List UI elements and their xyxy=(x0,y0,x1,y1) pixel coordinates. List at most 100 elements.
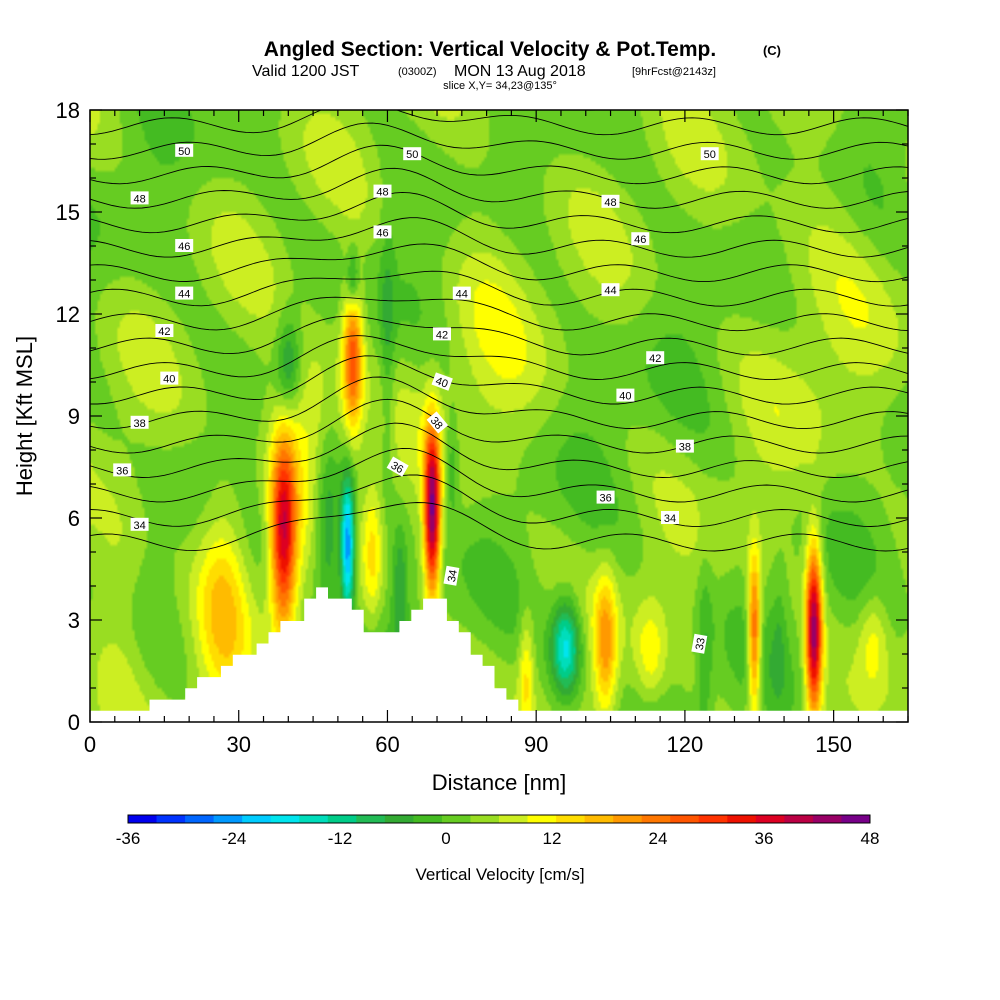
contour-label-box xyxy=(130,517,149,531)
colorbar-frame xyxy=(127,814,871,824)
contour-label-text: 44 xyxy=(456,289,468,301)
potential-temperature-contours xyxy=(90,110,908,552)
contour-label-text: 48 xyxy=(133,193,145,205)
colorbar-swatch xyxy=(812,815,842,823)
contour-label-box xyxy=(431,372,453,391)
isentrope-line xyxy=(90,270,908,307)
x-tick-label: 30 xyxy=(226,732,250,757)
isentrope-line xyxy=(90,217,908,258)
contour-label-text: 36 xyxy=(116,465,128,477)
contour-label-box xyxy=(155,324,174,337)
contour-label: 42 xyxy=(433,327,451,341)
contour-label: 36 xyxy=(113,463,132,477)
slice-info: slice X,Y= 34,23@135° xyxy=(443,80,557,92)
colorbar xyxy=(127,814,871,824)
contour-label-box xyxy=(443,565,460,586)
contour-label-text: 46 xyxy=(376,227,388,239)
isentrope-line xyxy=(90,376,908,430)
contour-label: 40 xyxy=(431,372,453,391)
x-tick-label: 60 xyxy=(375,732,399,757)
contour-label: 42 xyxy=(155,324,174,338)
colorbar-swatch xyxy=(698,815,728,823)
colorbar-swatch xyxy=(242,815,272,823)
colorbar-swatch xyxy=(299,815,329,823)
contour-label-box xyxy=(113,463,132,477)
colorbar-label: Vertical Velocity [cm/s] xyxy=(415,865,584,884)
contour-label: 48 xyxy=(130,191,149,205)
contour-label-text: 50 xyxy=(406,149,418,161)
isentrope-line xyxy=(90,110,908,136)
contour-label: 50 xyxy=(700,147,719,161)
colorbar-swatch xyxy=(755,815,785,823)
y-axis-label: Height [Kft MSL] xyxy=(12,336,37,496)
colorbar-swatch xyxy=(727,815,757,823)
colorbar-tick-label: 12 xyxy=(543,829,562,848)
isentrope-line xyxy=(90,422,908,478)
contour-label-text: 42 xyxy=(649,353,661,365)
contour-label: 36 xyxy=(386,456,409,477)
y-tick-label: 12 xyxy=(56,302,80,327)
contour-label: 33 xyxy=(691,633,708,654)
contour-label-text: 38 xyxy=(679,442,691,454)
contour-label-box xyxy=(675,439,694,453)
contour-label-box xyxy=(700,147,719,161)
contour-label-text: 50 xyxy=(178,146,190,158)
colorbar-tick-label: -12 xyxy=(328,829,353,848)
contour-label: 38 xyxy=(675,439,694,454)
colorbar-swatch xyxy=(128,815,158,823)
colorbar-swatch xyxy=(784,815,814,823)
contour-label-text: 34 xyxy=(133,520,145,532)
colorbar-swatch xyxy=(356,815,386,823)
contour-label: 50 xyxy=(175,143,194,158)
contour-label: 42 xyxy=(646,351,665,365)
contour-label-box xyxy=(661,511,679,524)
colorbar-tick-label: 24 xyxy=(649,829,668,848)
vertical-velocity-field xyxy=(90,110,908,722)
contour-label-text: 48 xyxy=(604,197,616,209)
isentrope-line xyxy=(90,243,908,283)
colorbar-swatch xyxy=(270,815,300,823)
isentrope-line xyxy=(90,315,908,356)
contour-label: 34 xyxy=(661,511,679,525)
isentrope-line xyxy=(90,355,908,405)
colorbar-swatch xyxy=(499,815,529,823)
contour-label: 44 xyxy=(175,286,194,301)
colorbar-swatch xyxy=(841,815,871,823)
colorbar-swatch xyxy=(584,815,614,823)
contour-label-text: 38 xyxy=(133,418,145,430)
contour-label: 44 xyxy=(452,286,471,301)
colorbar-swatch xyxy=(327,815,357,823)
contour-label: 34 xyxy=(130,517,149,532)
isentrope-line xyxy=(90,474,908,527)
contour-label: 48 xyxy=(373,184,392,199)
isentrope-line xyxy=(90,122,908,160)
valid-time-utc: (0300Z) xyxy=(398,66,437,78)
colorbar-tick-label: -36 xyxy=(116,829,141,848)
isentrope-line xyxy=(90,296,908,332)
x-tick-label: 150 xyxy=(815,732,852,757)
contour-label-box xyxy=(130,191,149,205)
y-tick-label: 3 xyxy=(68,608,80,633)
colorbar-tick-label: 36 xyxy=(755,829,774,848)
colorbar-tick-label: 0 xyxy=(441,829,450,848)
isentrope-line xyxy=(90,144,908,185)
chart-title: Angled Section: Vertical Velocity & Pot.… xyxy=(264,38,716,61)
contour-label-box xyxy=(130,415,149,429)
chart-title-unit: (C) xyxy=(763,43,781,58)
contour-label-box xyxy=(403,147,422,161)
contour-label: 36 xyxy=(596,490,615,505)
contour-label: 38 xyxy=(130,415,149,430)
contour-label-box xyxy=(616,388,635,402)
colorbar-swatch xyxy=(641,815,671,823)
contour-label-text: 42 xyxy=(158,326,170,338)
contour-label-box xyxy=(631,232,650,246)
contour-label-box xyxy=(691,633,708,654)
colorbar-tick-label: 48 xyxy=(861,829,880,848)
y-tick-labels: 0 3 6 9 12 15 18 xyxy=(56,98,80,735)
y-tick-label: 15 xyxy=(56,200,80,225)
y-tick-label: 18 xyxy=(56,98,80,123)
contour-label: 40 xyxy=(160,371,179,386)
contour-label: 46 xyxy=(631,232,650,246)
contour-label-text: 48 xyxy=(376,187,388,199)
